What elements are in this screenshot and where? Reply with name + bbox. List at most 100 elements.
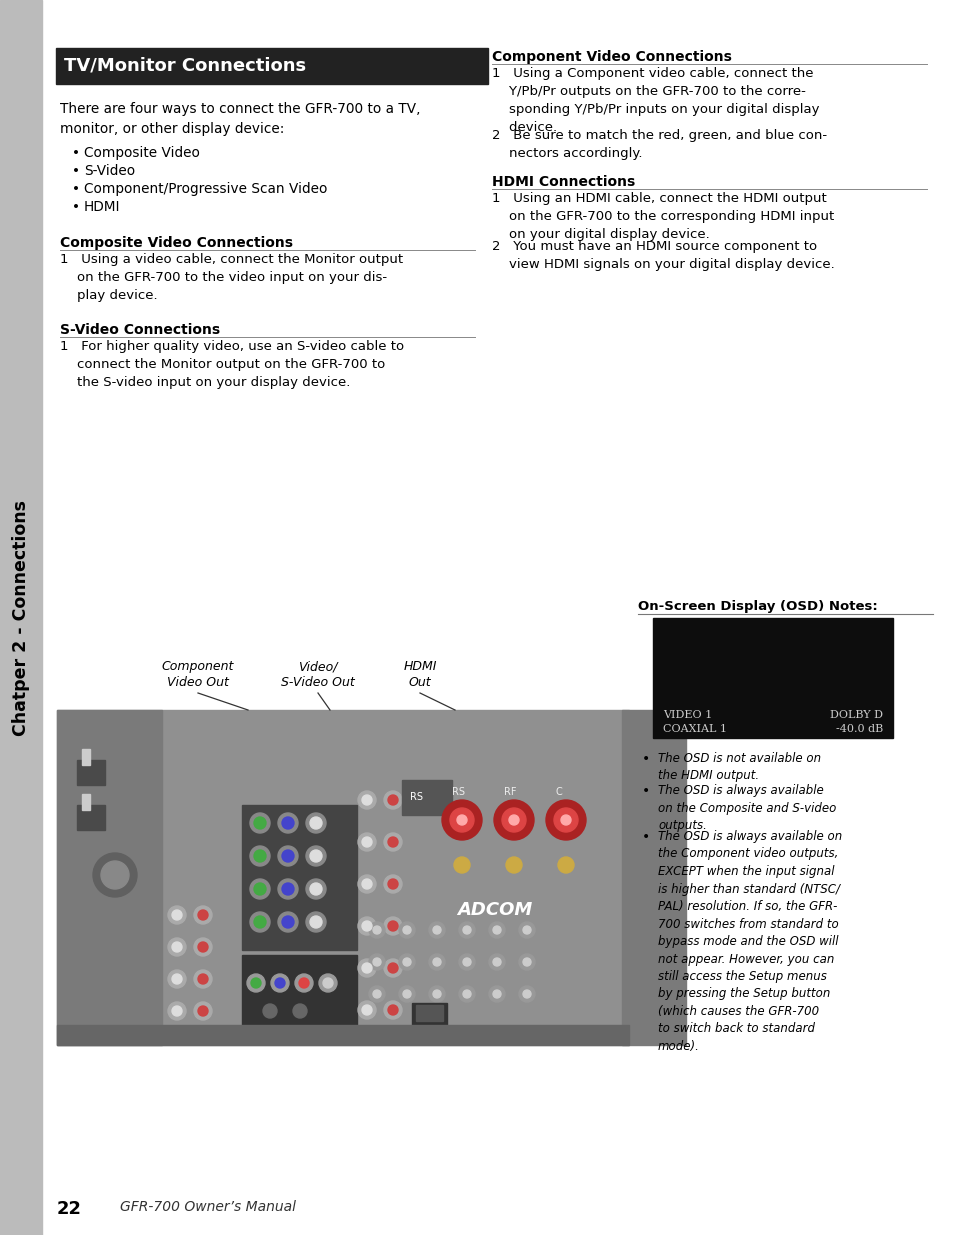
Circle shape [361, 1005, 372, 1015]
Bar [77, 760, 105, 785]
Circle shape [494, 800, 534, 840]
Bar [57, 1025, 628, 1045]
Circle shape [357, 876, 375, 893]
Circle shape [250, 911, 270, 932]
Text: •: • [641, 784, 649, 798]
Circle shape [402, 958, 411, 966]
Text: 22: 22 [57, 1200, 82, 1218]
Text: •: • [71, 164, 80, 178]
Circle shape [433, 958, 440, 966]
Circle shape [558, 857, 574, 873]
Circle shape [306, 879, 326, 899]
Circle shape [441, 800, 481, 840]
Circle shape [101, 861, 129, 889]
Circle shape [505, 857, 521, 873]
Circle shape [198, 910, 208, 920]
Circle shape [384, 960, 401, 977]
Circle shape [271, 974, 289, 992]
Text: Chatper 2 - Connections: Chatper 2 - Connections [12, 500, 30, 736]
Bar [56, 48, 488, 84]
Circle shape [458, 953, 475, 969]
Text: 2   You must have an HDMI source component to
    view HDMI signals on your digi: 2 You must have an HDMI source component… [492, 240, 834, 270]
Circle shape [388, 795, 397, 805]
Circle shape [545, 800, 585, 840]
Circle shape [554, 808, 578, 832]
Circle shape [282, 916, 294, 927]
Circle shape [293, 1004, 307, 1018]
Circle shape [250, 846, 270, 866]
Circle shape [310, 883, 322, 895]
Circle shape [456, 815, 467, 825]
Circle shape [518, 953, 535, 969]
Circle shape [489, 923, 504, 939]
Circle shape [361, 837, 372, 847]
Circle shape [277, 911, 297, 932]
Circle shape [560, 815, 571, 825]
Circle shape [253, 818, 266, 829]
Circle shape [373, 990, 380, 998]
Circle shape [450, 808, 474, 832]
Circle shape [198, 942, 208, 952]
Circle shape [388, 837, 397, 847]
Circle shape [294, 974, 313, 992]
Circle shape [373, 958, 380, 966]
Circle shape [522, 958, 531, 966]
Text: S-Video Connections: S-Video Connections [60, 324, 220, 337]
Bar [401, 781, 452, 815]
Circle shape [388, 921, 397, 931]
Bar [242, 805, 356, 950]
Circle shape [493, 926, 500, 934]
Circle shape [310, 916, 322, 927]
Circle shape [489, 986, 504, 1002]
Text: DOLBY D: DOLBY D [829, 710, 882, 720]
Circle shape [384, 790, 401, 809]
Circle shape [172, 974, 182, 984]
Bar [416, 1005, 442, 1021]
Circle shape [198, 974, 208, 984]
Circle shape [433, 990, 440, 998]
Circle shape [357, 960, 375, 977]
Circle shape [384, 918, 401, 935]
Bar [0, 0, 42, 1235]
Circle shape [298, 978, 309, 988]
Circle shape [361, 921, 372, 931]
Bar [57, 710, 628, 1045]
Text: ADCOM: ADCOM [456, 902, 532, 919]
Text: Component/Progressive Scan Video: Component/Progressive Scan Video [84, 182, 327, 196]
Circle shape [369, 953, 385, 969]
Circle shape [361, 879, 372, 889]
Text: The OSD is not available on
the HDMI output.: The OSD is not available on the HDMI out… [658, 752, 821, 783]
Circle shape [282, 818, 294, 829]
Circle shape [253, 883, 266, 895]
Circle shape [522, 926, 531, 934]
Text: HDMI Connections: HDMI Connections [492, 175, 635, 189]
Circle shape [462, 926, 471, 934]
Circle shape [306, 813, 326, 832]
Circle shape [357, 832, 375, 851]
Circle shape [373, 926, 380, 934]
Circle shape [198, 1007, 208, 1016]
Circle shape [193, 939, 212, 956]
Circle shape [277, 813, 297, 832]
Circle shape [247, 974, 265, 992]
Circle shape [501, 808, 525, 832]
Circle shape [398, 923, 415, 939]
Circle shape [250, 879, 270, 899]
Text: RF: RF [503, 787, 516, 797]
Text: VIDEO 1: VIDEO 1 [662, 710, 712, 720]
Text: There are four ways to connect the GFR-700 to a TV,
monitor, or other display de: There are four ways to connect the GFR-7… [60, 103, 420, 136]
Circle shape [462, 990, 471, 998]
Text: Component
Video Out: Component Video Out [162, 659, 233, 689]
Text: Video/
S-Video Out: Video/ S-Video Out [281, 659, 355, 689]
Text: HDMI
Out: HDMI Out [403, 659, 436, 689]
Circle shape [384, 876, 401, 893]
Bar [412, 1003, 447, 1025]
Text: 1   Using a video cable, connect the Monitor output
    on the GFR-700 to the vi: 1 Using a video cable, connect the Monit… [60, 253, 403, 303]
Circle shape [429, 986, 444, 1002]
Circle shape [402, 926, 411, 934]
Circle shape [369, 923, 385, 939]
Text: 1   Using an HDMI cable, connect the HDMI output
    on the GFR-700 to the corre: 1 Using an HDMI cable, connect the HDMI … [492, 191, 833, 241]
Text: S-Video: S-Video [84, 164, 135, 178]
Text: •: • [71, 182, 80, 196]
Circle shape [388, 963, 397, 973]
